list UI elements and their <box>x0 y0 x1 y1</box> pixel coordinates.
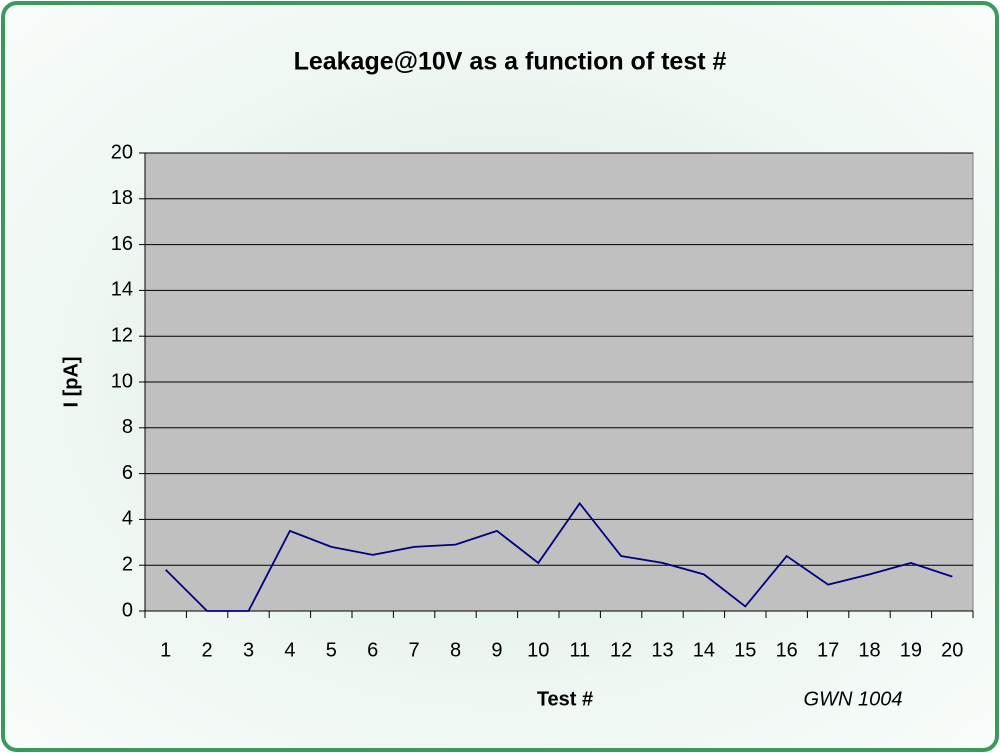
y-tick-label: 0 <box>122 599 133 621</box>
data-line <box>165 501 953 612</box>
x-tick-label: 2 <box>202 639 213 661</box>
y-tick-label: 16 <box>111 233 133 255</box>
x-axis-label: Test # <box>537 688 593 710</box>
y-tick-label: 8 <box>122 416 133 438</box>
x-tick-label: 9 <box>491 639 502 661</box>
x-tick-label: 13 <box>651 639 673 661</box>
chart-title: Leakage@10V as a function of test # <box>294 48 727 76</box>
x-tick-label: 3 <box>243 639 254 661</box>
y-tick-label: 12 <box>111 324 133 346</box>
y-tick-label: 10 <box>111 370 133 392</box>
annotation: GWN 1004 <box>804 688 903 710</box>
x-tick-label: 16 <box>776 639 798 661</box>
y-axis-label: I [pA] <box>60 356 82 407</box>
x-tick-label: 19 <box>900 639 922 661</box>
x-tick-label: 10 <box>527 639 549 661</box>
x-tick-label: 20 <box>941 639 963 661</box>
x-tick-label: 4 <box>284 639 295 661</box>
x-tick-label: 7 <box>409 639 420 661</box>
x-tick-label: 11 <box>569 639 590 661</box>
y-tick-label: 4 <box>122 508 133 530</box>
x-tick-label: 8 <box>450 639 461 661</box>
y-tick-label: 6 <box>122 462 133 484</box>
x-tick-label: 15 <box>734 639 756 661</box>
x-tick-label: 5 <box>326 639 337 661</box>
x-tick-label: 12 <box>610 639 632 661</box>
x-tick-label: 6 <box>367 639 378 661</box>
x-tick-label: 17 <box>817 639 839 661</box>
y-tick-label: 14 <box>111 279 133 301</box>
y-tick-label: 2 <box>122 553 133 575</box>
y-tick-label: 20 <box>111 141 133 163</box>
x-tick-label: 18 <box>858 639 880 661</box>
x-tick-label: 14 <box>693 639 715 661</box>
x-tick-label: 1 <box>160 639 171 661</box>
y-tick-label: 18 <box>111 187 133 209</box>
